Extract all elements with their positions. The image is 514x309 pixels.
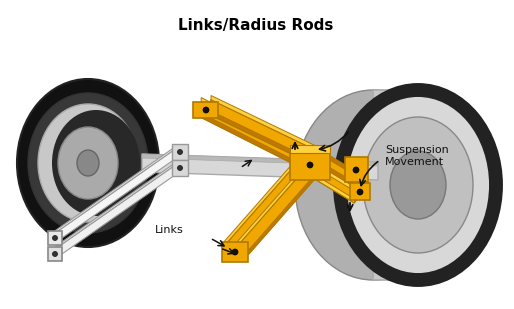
Polygon shape (324, 152, 362, 179)
Text: Suspension
Movement: Suspension Movement (385, 145, 449, 167)
Text: Links: Links (155, 225, 183, 235)
Polygon shape (201, 98, 308, 156)
Polygon shape (368, 173, 423, 197)
Polygon shape (290, 152, 330, 180)
Polygon shape (350, 183, 370, 200)
Circle shape (52, 235, 58, 240)
Ellipse shape (52, 110, 140, 216)
Polygon shape (53, 149, 180, 241)
Polygon shape (345, 157, 368, 182)
Polygon shape (142, 154, 378, 166)
Polygon shape (53, 145, 178, 235)
Circle shape (203, 107, 209, 113)
Circle shape (177, 166, 182, 171)
Polygon shape (373, 90, 418, 280)
Circle shape (353, 167, 359, 173)
Polygon shape (233, 171, 305, 256)
Polygon shape (290, 145, 330, 153)
Polygon shape (222, 242, 248, 262)
Circle shape (357, 189, 363, 195)
Polygon shape (53, 165, 180, 257)
Ellipse shape (77, 150, 99, 176)
Polygon shape (195, 102, 308, 168)
Text: Links/Radius Rods: Links/Radius Rods (178, 18, 334, 33)
Ellipse shape (340, 90, 496, 280)
Polygon shape (223, 161, 295, 248)
Polygon shape (223, 165, 305, 256)
Ellipse shape (38, 104, 138, 222)
Ellipse shape (363, 117, 473, 253)
Polygon shape (172, 144, 188, 160)
Polygon shape (53, 161, 178, 251)
Ellipse shape (28, 93, 148, 233)
Polygon shape (195, 110, 302, 168)
Ellipse shape (295, 90, 451, 280)
Polygon shape (172, 160, 188, 176)
Polygon shape (238, 163, 320, 255)
Polygon shape (248, 168, 320, 255)
Polygon shape (205, 100, 319, 164)
Polygon shape (238, 159, 310, 245)
Circle shape (307, 162, 313, 168)
Polygon shape (317, 168, 362, 203)
Ellipse shape (58, 127, 118, 199)
Circle shape (52, 252, 58, 256)
Ellipse shape (17, 79, 159, 247)
Circle shape (232, 249, 238, 255)
Polygon shape (193, 102, 218, 118)
Polygon shape (317, 176, 354, 203)
FancyBboxPatch shape (48, 247, 62, 261)
Polygon shape (324, 164, 362, 191)
FancyBboxPatch shape (48, 231, 62, 245)
Polygon shape (205, 108, 313, 164)
Ellipse shape (390, 151, 446, 219)
Polygon shape (211, 95, 319, 152)
Polygon shape (142, 154, 378, 180)
Polygon shape (317, 156, 362, 191)
Polygon shape (317, 164, 354, 191)
Circle shape (177, 150, 182, 154)
